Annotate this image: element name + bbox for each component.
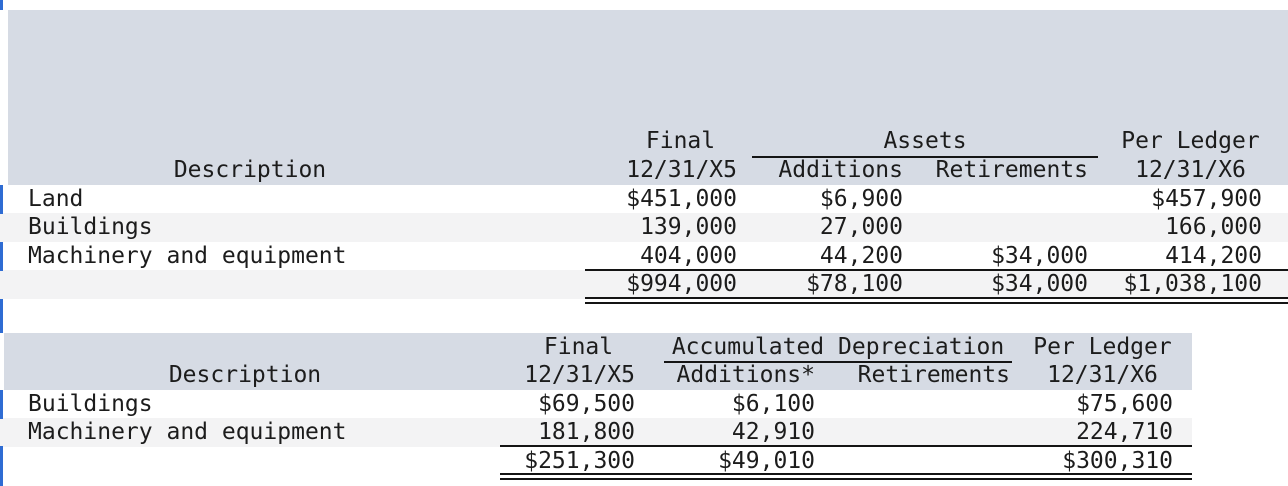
table-row-machinery: Machinery and equipment 404,000 44,200 $… <box>0 242 1288 271</box>
table-spacer <box>0 299 1288 333</box>
assets-total-rule <box>585 269 1288 271</box>
col-final-label: Final <box>645 127 716 154</box>
cell-description: Machinery and equipment <box>28 242 347 269</box>
cell-per-ledger: $457,900 <box>1151 185 1262 212</box>
row-marker <box>0 242 3 271</box>
table-row-depreciation-total: $251,300 $49,010 $300,310 <box>0 447 1288 476</box>
table-row-buildings: Buildings 139,000 27,000 166,000 <box>0 213 1288 242</box>
cell-per-ledger: 224,710 <box>1076 419 1173 446</box>
report-subtitle-2: and Related Accumulated Depreciation Acc… <box>0 68 1288 98</box>
col-per-ledger-label: Per Ledger <box>1121 127 1260 154</box>
top-margin <box>0 0 1288 10</box>
depreciation-table-header: Final Accumulated Depreciation Per Ledge… <box>0 332 1288 390</box>
report-subtitle-1: Analysis of Property, Plant, and Equipme… <box>0 39 1288 69</box>
cell-final: $451,000 <box>626 185 737 212</box>
cell-total-final: $994,000 <box>626 271 737 298</box>
row-marker <box>0 446 3 486</box>
col-final-date-label: 12/31/X5 <box>524 362 635 389</box>
cell-description: Land <box>28 185 84 212</box>
cell-retirements: $34,000 <box>991 242 1088 269</box>
row-marker <box>0 185 3 214</box>
cell-final: $69,500 <box>538 390 635 417</box>
cell-additions: 42,910 <box>731 419 815 446</box>
cell-final: 404,000 <box>640 242 737 269</box>
assets-group-label: Assets <box>752 127 1098 158</box>
cell-total-final: $251,300 <box>524 447 635 474</box>
cell-total-per-ledger: $1,038,100 <box>1123 271 1262 298</box>
cell-description: Machinery and equipment <box>28 419 347 446</box>
col-final-date-label: 12/31/X5 <box>626 156 737 183</box>
cell-total-additions: $49,010 <box>718 447 815 474</box>
col-additions-label: Additions* <box>676 362 815 389</box>
cell-per-ledger: $75,600 <box>1076 390 1173 417</box>
report-period: Year Ended December 31, 20X6 <box>0 97 1288 127</box>
table-row-buildings-depreciation: Buildings $69,500 $6,100 $75,600 <box>0 390 1288 419</box>
col-per-ledger-date-label: 12/31/X6 <box>1135 156 1246 183</box>
col-per-ledger-label: Per Ledger <box>1033 333 1172 360</box>
cell-additions: $6,100 <box>731 390 815 417</box>
col-description-label: Description <box>168 362 322 389</box>
cell-additions: $6,900 <box>819 185 903 212</box>
cell-description: Buildings <box>28 390 153 417</box>
col-per-ledger-date-label: 12/31/X6 <box>1047 362 1158 389</box>
row-marker <box>0 299 3 333</box>
row-marker <box>0 0 3 10</box>
table-row-assets-total: $994,000 $78,100 $34,000 $1,038,100 <box>0 270 1288 299</box>
assets-table-header: MICRO CORPORATION Analysis of Property, … <box>0 10 1288 186</box>
cell-additions: 27,000 <box>819 214 903 241</box>
cell-total-retirements: $34,000 <box>991 271 1088 298</box>
cell-total-additions: $78,100 <box>806 271 903 298</box>
cell-per-ledger: 414,200 <box>1165 242 1262 269</box>
cell-description: Buildings <box>28 214 153 241</box>
col-final-label: Final <box>543 333 614 360</box>
depreciation-header-row-top: Final Accumulated Depreciation Per Ledge… <box>0 332 1288 364</box>
depreciation-grand-total-rule <box>500 473 1192 480</box>
col-additions-label: Additions <box>778 156 903 183</box>
cell-final: 139,000 <box>640 214 737 241</box>
cell-additions: 44,200 <box>819 242 903 269</box>
depreciation-total-rule <box>500 445 1192 447</box>
col-description-label: Description <box>173 156 327 183</box>
table-row-machinery-depreciation: Machinery and equipment 181,800 42,910 2… <box>0 418 1288 447</box>
assets-grand-total-rule <box>585 297 1288 304</box>
report-title: MICRO CORPORATION <box>0 10 1288 40</box>
depreciation-group-label: Accumulated Depreciation <box>664 333 1012 364</box>
cell-total-per-ledger: $300,310 <box>1062 447 1173 474</box>
depreciation-header-row-bottom: Description 12/31/X5 Additions* Retireme… <box>0 361 1288 390</box>
table-row-land: Land $451,000 $6,900 $457,900 <box>0 185 1288 214</box>
assets-header-row-top: Final Assets Per Ledger <box>0 126 1288 158</box>
assets-header-row-bottom: Description 12/31/X5 Additions Retiremen… <box>0 155 1288 186</box>
col-retirements-label: Retirements <box>935 156 1088 183</box>
cell-final: 181,800 <box>538 419 635 446</box>
col-retirements-label: Retirements <box>857 362 1010 389</box>
cell-per-ledger: 166,000 <box>1165 214 1262 241</box>
row-marker <box>0 390 3 419</box>
